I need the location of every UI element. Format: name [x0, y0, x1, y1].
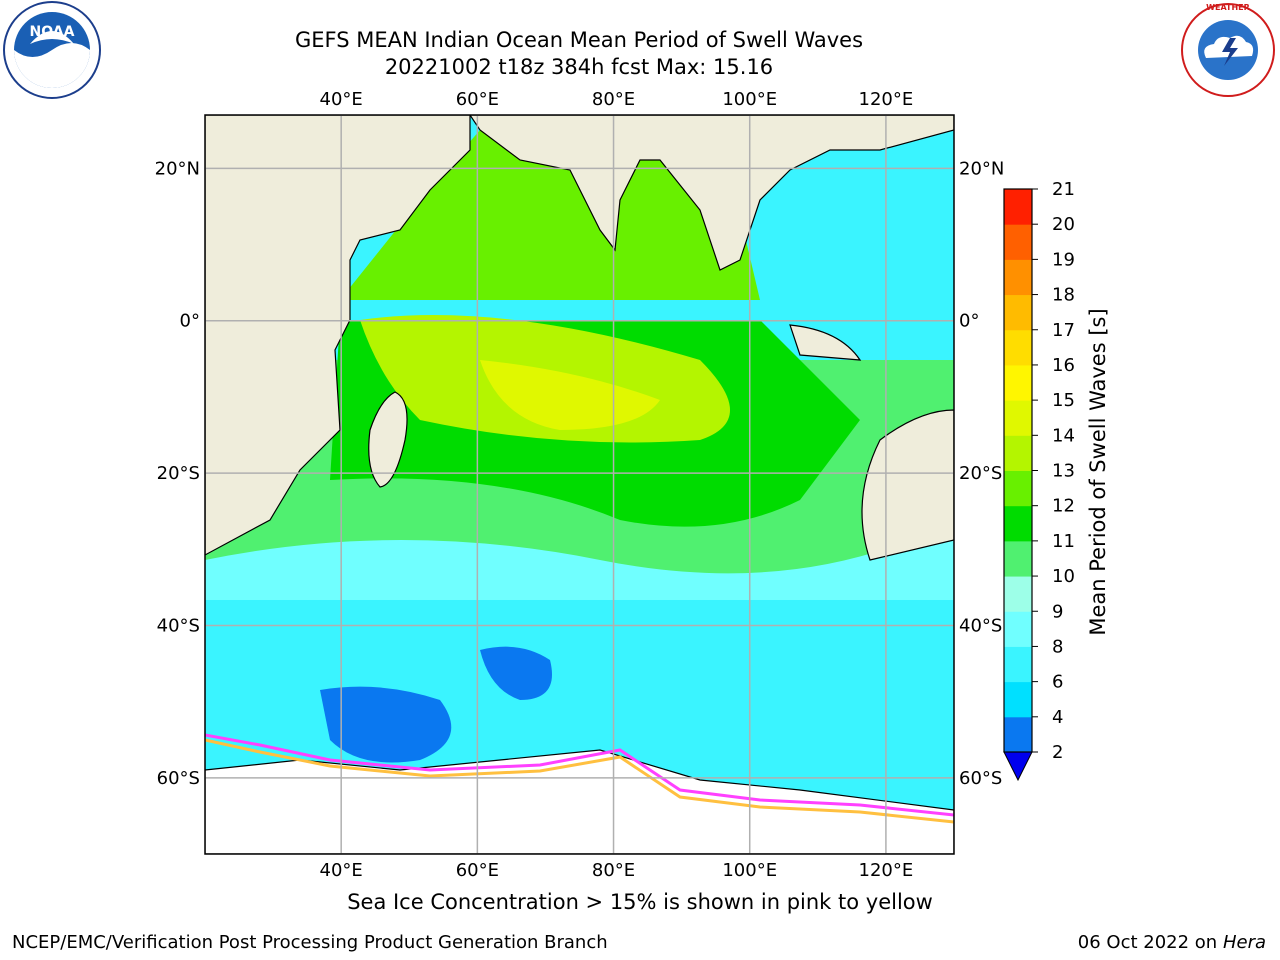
lat-tick-label-right: 0° — [959, 311, 979, 332]
lat-tick-label-left: 20°N — [155, 158, 200, 179]
map-title: GEFS MEAN Indian Ocean Mean Period of Sw… — [294, 28, 864, 52]
colorbar-segment — [1004, 435, 1032, 471]
colorbar-segment — [1004, 400, 1032, 436]
colorbar-tick-label: 9 — [1052, 601, 1063, 622]
colorbar-segment — [1004, 189, 1032, 225]
axis-labels: 40°E 40°E 60°E 60°E 80°E 80°E 100°E 100°E 120°E 1… — [155, 89, 1005, 881]
colorbar-tick-label: 20 — [1052, 214, 1075, 235]
lat-tick-label-right: 20°S — [959, 463, 1002, 484]
colorbar-tick-label: 15 — [1052, 390, 1075, 411]
colorbar-segment — [1004, 681, 1032, 718]
colorbar-tick-label: 2 — [1052, 742, 1063, 763]
colorbar-segment — [1004, 364, 1032, 401]
colorbar-tick-label: 21 — [1052, 179, 1075, 200]
colorbar-segment — [1004, 611, 1032, 647]
map-area — [205, 115, 954, 854]
svg-text:NOAA: NOAA — [30, 24, 75, 40]
lat-tick-label-left: 40°S — [157, 615, 200, 636]
colorbar-tick-label: 13 — [1052, 461, 1075, 482]
sea-ice-note: Sea Ice Concentration > 15% is shown in … — [347, 890, 933, 914]
colorbar-tick-label: 19 — [1052, 249, 1075, 270]
colorbar: 2 4 6 8 9 10 11 12 13 14 15 16 17 18 19 20 21 — [1003, 179, 1075, 782]
colorbar-tick-label: 16 — [1052, 355, 1075, 376]
lon-tick-label-top: 80°E — [592, 89, 635, 110]
svg-text:WEATHER: WEATHER — [1206, 3, 1250, 12]
lon-tick-label-bottom: 100°E — [722, 860, 777, 881]
footer-host: Hera — [1222, 932, 1266, 953]
colorbar-tick-label: 17 — [1052, 320, 1075, 341]
lon-tick-label-top: 120°E — [859, 89, 914, 110]
colorbar-segment — [1004, 540, 1032, 577]
colorbar-segment — [1004, 576, 1032, 612]
colorbar-tick-label: 18 — [1052, 285, 1075, 306]
lat-tick-label-right: 60°S — [959, 768, 1002, 789]
nws-logo: WEATHER — [1181, 3, 1275, 97]
lat-tick-label-left: 20°S — [157, 463, 200, 484]
colorbar-segment — [1004, 505, 1032, 542]
colorbar-under-arrow — [1003, 751, 1033, 782]
map-subtitle: 20221002 t18z 384h fcst Max: 15.16 — [384, 55, 774, 79]
colorbar-segment — [1004, 329, 1032, 366]
colorbar-segment — [1004, 646, 1032, 683]
colorbar-tick-label: 12 — [1052, 496, 1075, 517]
colorbar-tick-label: 14 — [1052, 425, 1075, 446]
lat-tick-label-left: 0° — [180, 311, 200, 332]
graticule — [205, 115, 954, 854]
colorbar-segment — [1004, 716, 1032, 753]
colorbar-segment — [1004, 224, 1032, 260]
lon-tick-label-top: 40°E — [320, 89, 363, 110]
footer-date-text: 06 Oct 2022 on — [1077, 932, 1223, 953]
colorbar-segment — [1004, 259, 1032, 296]
lat-tick-label-right: 40°S — [959, 615, 1002, 636]
lon-tick-label-bottom: 40°E — [320, 860, 363, 881]
colorbar-tick-label: 8 — [1052, 636, 1063, 657]
colorbar-tick-label: 4 — [1052, 707, 1063, 728]
lon-tick-label-bottom: 80°E — [592, 860, 635, 881]
footer-credit: NCEP/EMC/Verification Post Processing Pr… — [12, 932, 608, 953]
colorbar-segment — [1004, 294, 1032, 331]
colorbar-tick-label: 10 — [1052, 566, 1075, 587]
lon-tick-label-top: 60°E — [456, 89, 499, 110]
colorbar-segment — [1004, 470, 1032, 507]
map-frame — [204, 114, 955, 855]
colorbar-tick-label: 6 — [1052, 672, 1063, 693]
lon-tick-label-bottom: 120°E — [859, 860, 914, 881]
colorbar-tick-label: 11 — [1052, 531, 1075, 552]
lon-tick-label-bottom: 60°E — [456, 860, 499, 881]
lon-tick-label-top: 100°E — [722, 89, 777, 110]
footer-date: 06 Oct 2022 on Hera — [1078, 932, 1266, 953]
noaa-logo: NOAA — [3, 1, 101, 99]
colorbar-label: Mean Period of Swell Waves [s] — [1086, 308, 1110, 635]
lat-tick-label-left: 60°S — [157, 768, 200, 789]
lat-tick-label-right: 20°N — [959, 158, 1004, 179]
